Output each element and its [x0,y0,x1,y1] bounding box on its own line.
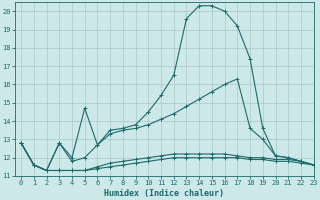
X-axis label: Humidex (Indice chaleur): Humidex (Indice chaleur) [104,189,224,198]
